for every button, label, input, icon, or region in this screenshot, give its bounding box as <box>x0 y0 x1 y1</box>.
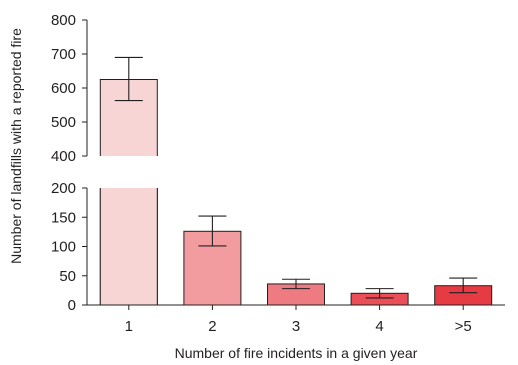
x-tick-label: 3 <box>292 318 300 335</box>
y-tick-upper-label: 700 <box>51 46 76 63</box>
y-tick-lower-label: 100 <box>51 239 76 256</box>
x-tick-label: 1 <box>125 318 133 335</box>
error-bars <box>114 56 478 299</box>
x-axis-label: Number of fire incidents in a given year <box>175 345 418 361</box>
x-ticks: 1 2 3 4 >5 <box>125 305 472 335</box>
y-tick-lower-label: 50 <box>59 268 76 285</box>
y-tick-lower-label: 0 <box>68 297 76 314</box>
x-tick-label: >5 <box>455 318 472 335</box>
y-ticks-upper: 400 500 600 700 800 <box>51 12 87 165</box>
bar-lower-outline <box>99 188 158 306</box>
x-tick-label: 2 <box>208 318 216 335</box>
y-axis-label: Number of landfills with a reported fire <box>8 28 24 264</box>
y-tick-lower-label: 150 <box>51 209 76 226</box>
y-tick-upper-label: 400 <box>51 148 76 165</box>
y-ticks-lower: 0 50 100 150 200 <box>51 180 87 314</box>
bar-lower-fill <box>100 188 158 305</box>
y-tick-upper-label: 800 <box>51 12 76 29</box>
y-tick-upper-label: 500 <box>51 114 76 131</box>
bars <box>99 79 493 306</box>
y-tick-upper-label: 600 <box>51 80 76 97</box>
y-tick-lower-label: 200 <box>51 180 76 197</box>
x-tick-label: 4 <box>375 318 383 335</box>
